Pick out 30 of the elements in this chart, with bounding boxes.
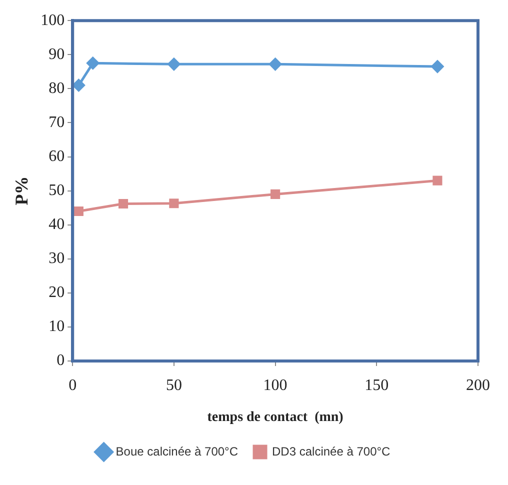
point	[74, 206, 84, 216]
x-tick-label: 50	[166, 376, 182, 394]
point	[168, 58, 180, 70]
y-tick-label: 10	[48, 318, 65, 336]
x-tick-label: 0	[68, 376, 77, 394]
y-tick-label: 30	[48, 250, 65, 268]
y-tick-label: 70	[48, 114, 65, 131]
point	[169, 198, 179, 208]
y-tick-label: 20	[48, 284, 65, 302]
x-axis-title: temps de contact (mn)	[207, 410, 344, 426]
y-tick-label: 90	[48, 46, 65, 63]
point	[118, 198, 128, 209]
point	[432, 176, 442, 186]
point	[270, 189, 280, 199]
y-tick-label: 50	[48, 182, 65, 200]
y-tick-label: 80	[48, 80, 65, 97]
legend-label: Boue calcinée à 700°C	[116, 444, 238, 458]
legend-label: DD3 calcinée à 700°C	[272, 444, 391, 458]
y-tick-label: 40	[48, 216, 65, 234]
point	[72, 79, 85, 92]
y-axis-title: P%	[11, 176, 32, 206]
y-tick-label: 100	[40, 12, 65, 29]
point	[431, 60, 444, 73]
point	[269, 58, 282, 70]
y-tick-label: 60	[48, 148, 65, 165]
x-tick-label: 200	[466, 376, 490, 394]
x-tick-label: 150	[364, 376, 389, 394]
x-tick-label: 100	[263, 376, 288, 394]
point	[86, 56, 100, 70]
y-tick-label: 0	[56, 352, 65, 370]
